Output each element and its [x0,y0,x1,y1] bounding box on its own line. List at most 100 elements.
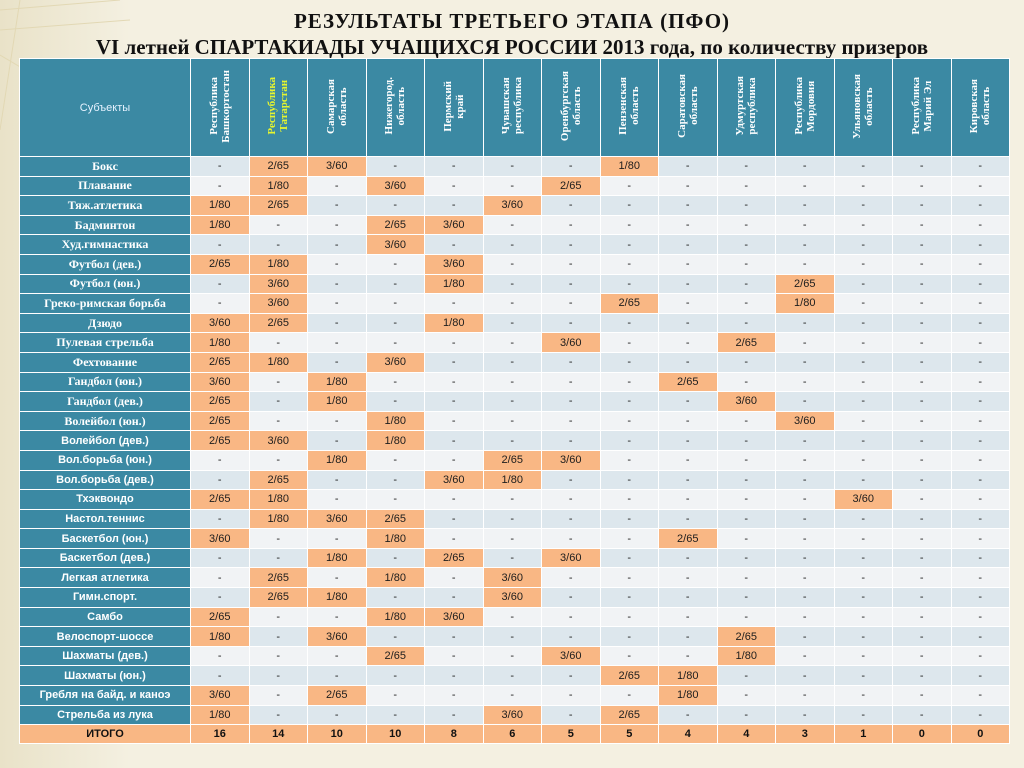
result-cell: - [950,273,1010,295]
result-cell: 2/65 [775,273,835,295]
result-cell: - [716,410,776,432]
table-row: Пулевая стрельба 1/80- - - - -3/60- -2/65- - - - [19,332,1010,353]
result-cell: - [775,351,835,373]
result-cell: - [892,547,952,569]
result-cell: 1/80 [482,469,542,491]
result-cell: - [482,273,542,295]
result-cell: - [775,685,835,706]
result-cell: - [541,214,601,236]
result-cell: 1/80 [248,508,308,530]
result-cell: - [892,175,952,197]
result-cell: - [892,351,952,373]
result-cell: - [482,606,542,628]
result-cell: 3/60 [307,156,367,177]
result-cell: - [599,626,659,647]
result-cell: - [365,449,425,471]
result-cell: - [716,449,776,471]
table-row: Фехтование 2/65 1/80-3/60- - - - - - - - - - [19,351,1010,373]
result-cell: - [365,626,425,647]
result-cell: - [950,547,1010,569]
result-cell: - [658,175,718,197]
result-cell: - [365,704,425,726]
result-cell: - [658,547,718,569]
result-cell: - [950,351,1010,373]
result-cell: - [307,606,367,628]
result-cell: 3/60 [482,587,542,608]
result-cell: 1/80 [190,214,250,236]
result-cell: - [892,156,952,177]
result-cell: - [190,508,250,530]
result-cell: - [950,508,1010,530]
column-header-label: Республика Татарстан [266,77,291,135]
result-cell: - [424,685,484,706]
table-row: Греко-римская борьба -3/60- - - - -2/65- -1/80… [19,293,1010,314]
result-cell: - [658,567,718,589]
sport-name: Футбол (дев.) [19,253,191,275]
result-cell: - [658,626,718,647]
result-cell: - [541,391,601,412]
result-cell: - [833,351,893,373]
result-cell: - [950,685,1010,706]
result-cell: - [190,273,250,295]
result-cell: - [892,508,952,530]
result-cell: - [658,273,718,295]
result-cell: - [833,273,893,295]
column-header: Республика Марий Эл [892,58,952,157]
result-cell: - [892,449,952,471]
table-row: Гимн.спорт. -2/65 1/80- -3/60- - - - - - - - [19,587,1010,608]
result-cell: - [248,665,308,687]
result-cell: 1/80 [248,351,308,373]
result-cell: 3/60 [482,195,542,216]
result-cell: - [365,685,425,706]
result-cell: - [424,293,484,314]
result-cell: - [658,351,718,373]
result-cell: 3/60 [307,508,367,530]
result-cell: - [190,547,250,569]
result-cell: 3/60 [365,175,425,197]
result-cell: - [716,685,776,706]
result-cell: - [248,704,308,726]
result-cell: 1/80 [307,391,367,412]
result-cell: - [424,195,484,216]
column-header: Кировская область [950,58,1010,157]
result-cell: - [190,449,250,471]
result-cell: - [833,332,893,353]
result-cell: - [833,508,893,530]
result-cell: - [950,665,1010,687]
result-cell: - [833,704,893,726]
result-cell: - [599,234,659,255]
result-cell: - [248,234,308,255]
result-cell: - [307,234,367,255]
sport-name: Велоспорт-шоссе [19,626,191,647]
result-cell: - [833,410,893,432]
result-cell: - [716,371,776,393]
result-cell: - [775,332,835,353]
result-cell: - [892,665,952,687]
result-cell: 3/60 [482,567,542,589]
result-cell: - [424,704,484,726]
result-cell: - [248,685,308,706]
result-cell: - [599,175,659,197]
result-cell: - [892,645,952,667]
result-cell: - [716,312,776,334]
table-row: Худ.гимнастика - - -3/60- - - - - - - - - - [19,234,1010,255]
result-cell: - [365,273,425,295]
result-cell: - [365,391,425,412]
result-cell: - [775,371,835,393]
column-header: Республика Мордовия [775,58,835,157]
result-cell: - [716,606,776,628]
result-cell: - [950,645,1010,667]
result-cell: - [424,175,484,197]
result-cell: 2/65 [190,606,250,628]
result-cell: 2/65 [248,567,308,589]
result-cell: 3/60 [833,489,893,510]
result-cell: - [658,214,718,236]
result-cell: - [599,332,659,353]
result-cell: - [482,489,542,510]
column-header-label: Республика Мордовия [792,77,817,135]
result-cell: - [658,234,718,255]
result-cell: - [482,234,542,255]
result-cell: - [365,253,425,275]
result-cell: - [190,567,250,589]
result-cell: 3/60 [541,645,601,667]
